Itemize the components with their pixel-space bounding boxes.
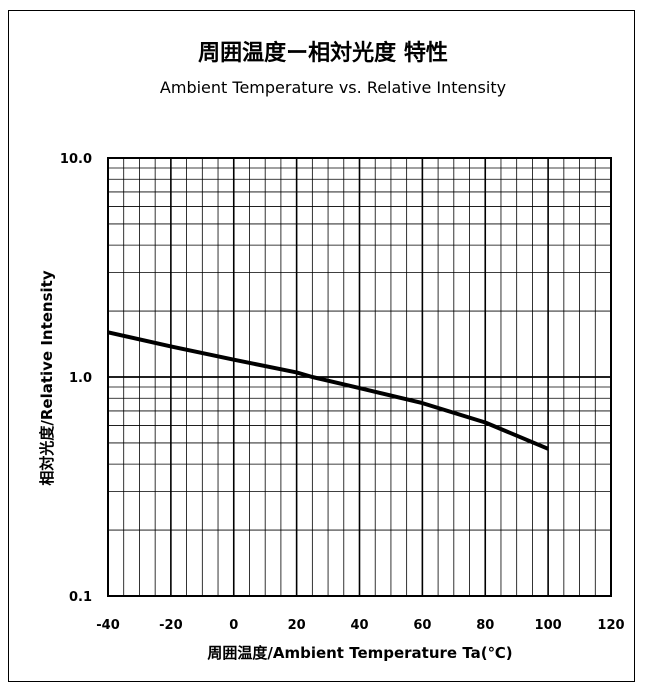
chart-title: 周囲温度ー相対光度 特性 (198, 40, 448, 66)
x-tick-labels: -40 -20 0 20 40 60 80 100 120 (96, 618, 624, 633)
series-line-0 (107, 330, 549, 451)
series-layer (107, 330, 549, 451)
x-tick-label: -40 (96, 618, 120, 633)
x-tick-label: 60 (413, 618, 431, 633)
y-axis-label: 相対光度/Relative Intensity (38, 270, 56, 485)
x-tick-label: -20 (159, 618, 183, 633)
y-tick-label: 0.1 (69, 590, 92, 605)
y-tick-label: 1.0 (69, 371, 92, 386)
chart-frame (8, 10, 635, 682)
y-tick-labels: 10.0 1.0 0.1 (60, 152, 92, 605)
x-tick-label: 0 (229, 618, 238, 633)
grid (107, 157, 612, 597)
y-tick-label: 10.0 (60, 152, 92, 167)
x-tick-label: 80 (476, 618, 494, 633)
plot-area (107, 157, 612, 597)
x-tick-label: 20 (288, 618, 306, 633)
chart-subtitle: Ambient Temperature vs. Relative Intensi… (160, 78, 506, 97)
x-tick-label: 40 (350, 618, 368, 633)
x-axis-label: 周囲温度/Ambient Temperature Ta(℃) (207, 644, 512, 662)
x-tick-label: 120 (597, 618, 624, 633)
x-tick-label: 100 (535, 618, 562, 633)
